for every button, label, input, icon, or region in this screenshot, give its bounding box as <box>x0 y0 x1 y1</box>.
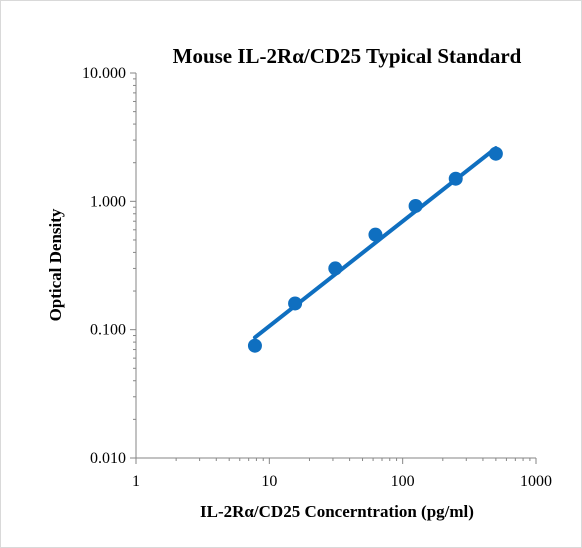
x-tick-label: 10 <box>261 473 277 490</box>
data-point <box>288 296 303 311</box>
y-tick-label: 0.100 <box>90 322 126 339</box>
data-point <box>408 198 423 213</box>
y-tick-label: 1.000 <box>90 193 126 210</box>
x-tick-label: 100 <box>391 473 415 490</box>
data-point <box>247 338 262 353</box>
x-tick-label: 1000 <box>520 473 552 490</box>
y-axis-title: Optical Density <box>46 208 65 321</box>
tick-labels: 10.000 1.000 0.100 0.010 1 10 100 1000 <box>82 65 552 490</box>
chart-title: Mouse IL-2Rα/CD25 Typical Standard <box>173 44 522 68</box>
data-point <box>448 171 463 186</box>
x-axis-title: IL-2Rα/CD25 Concerntration (pg/ml) <box>200 502 474 521</box>
data-points <box>247 146 503 353</box>
data-point <box>488 146 503 161</box>
x-tick-label: 1 <box>132 473 140 490</box>
y-tick-label: 0.010 <box>90 450 126 467</box>
data-point <box>368 227 383 242</box>
chart-axes <box>130 72 537 464</box>
y-tick-label: 10.000 <box>82 65 126 82</box>
data-point <box>328 261 343 276</box>
